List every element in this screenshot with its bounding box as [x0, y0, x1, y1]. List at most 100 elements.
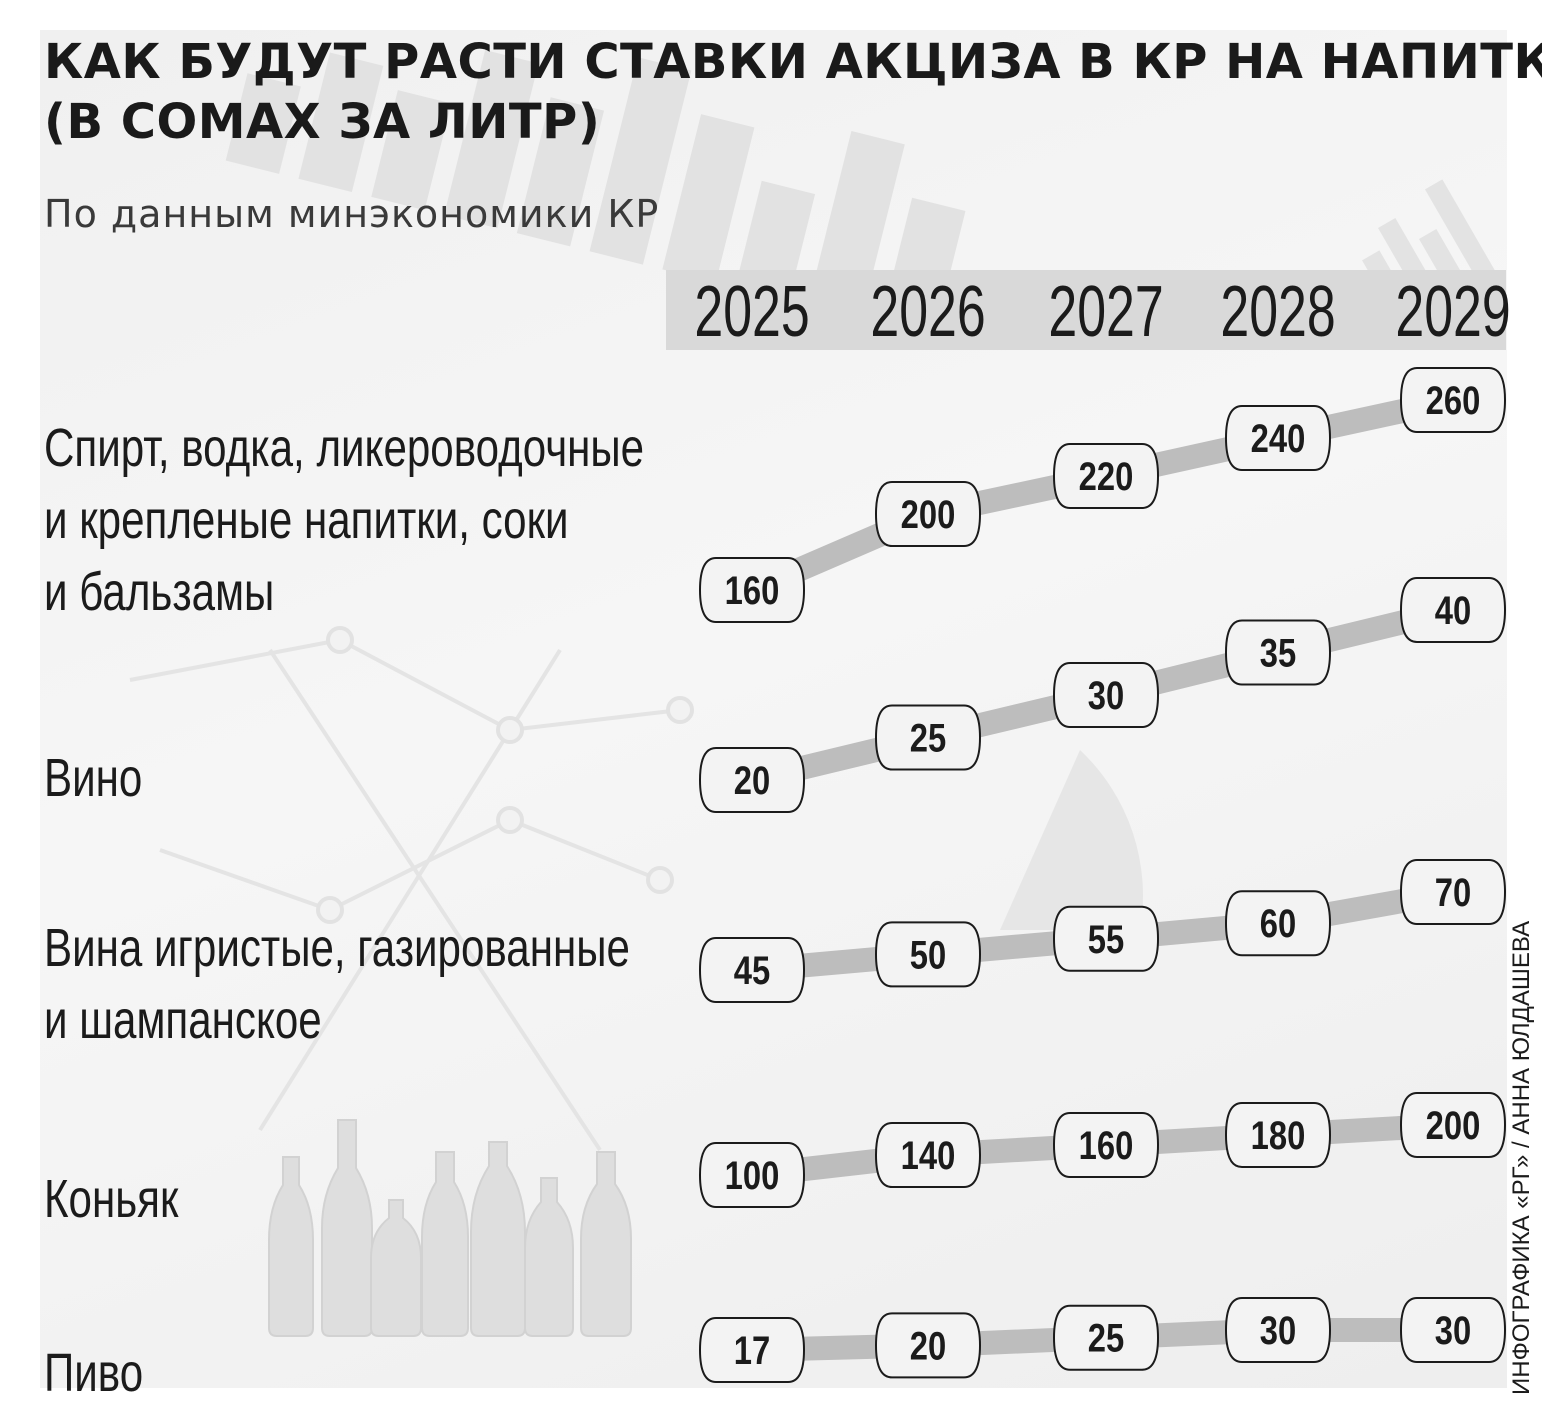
data-label-value: 70	[1435, 870, 1471, 915]
data-label-value: 30	[1088, 673, 1124, 718]
year-2027: 2027	[1048, 272, 1164, 352]
year-2025: 2025	[694, 272, 810, 352]
data-label-value: 60	[1260, 901, 1296, 946]
data-label-badge	[874, 921, 982, 988]
data-point-5-2027: 25	[1052, 1304, 1160, 1371]
data-label-value: 30	[1435, 1308, 1471, 1353]
category-label-5: Пиво	[44, 1337, 143, 1409]
data-point-4-2027: 160	[1052, 1112, 1160, 1178]
year-2028: 2028	[1220, 272, 1336, 352]
data-label-badge	[874, 1122, 982, 1188]
data-label-value: 45	[734, 948, 770, 993]
data-label-value: 40	[1435, 588, 1471, 633]
data-label-value: 50	[910, 932, 946, 977]
category-label-1: Спирт, водка, ликероводочные и крепленые …	[44, 412, 644, 628]
data-label-badge	[1224, 1297, 1332, 1363]
bottles-illustration	[268, 1119, 632, 1337]
category-label-line: и крепленые напитки, соки	[44, 490, 569, 550]
data-point-1-2028: 240	[1224, 405, 1332, 471]
category-label-line: Спирт, водка, ликероводочные	[44, 418, 645, 478]
category-label-line: Вино	[44, 748, 143, 808]
data-point-4-2026: 140	[874, 1122, 982, 1188]
data-point-1-2029: 260	[1399, 367, 1507, 433]
data-point-1-2025: 160	[698, 557, 806, 623]
chart-subtitle: По данным минэкономики КР	[44, 192, 660, 236]
title-line-2: (В СОМАХ ЗА ЛИТР)	[44, 94, 601, 150]
data-point-2-2028: 35	[1224, 619, 1332, 686]
data-point-3-2028: 60	[1224, 890, 1332, 957]
data-label-value: 30	[1260, 1308, 1296, 1353]
data-point-1-2026: 200	[874, 481, 982, 547]
data-label-badge	[1052, 905, 1160, 972]
data-label-badge	[1052, 443, 1160, 509]
data-label-value: 140	[901, 1133, 956, 1178]
data-label-value: 180	[1251, 1113, 1306, 1158]
category-label-line: Вина игристые, газированные	[44, 918, 630, 978]
category-label-line: и бальзамы	[44, 562, 275, 622]
data-label-value: 260	[1426, 378, 1481, 423]
data-label-badge	[698, 557, 806, 623]
data-label-badge	[1399, 1297, 1507, 1363]
data-label-value: 55	[1088, 917, 1124, 962]
data-point-2-2027: 30	[1052, 662, 1160, 728]
data-point-5-2026: 20	[874, 1312, 982, 1379]
data-label-value: 20	[910, 1323, 946, 1368]
data-point-2-2029: 40	[1399, 577, 1507, 643]
category-label-2: Вино	[44, 742, 142, 814]
title-line-1: КАК БУДУТ РАСТИ СТАВКИ АКЦИЗА В КР НА НА…	[44, 34, 1542, 90]
data-label-badge	[698, 1142, 806, 1208]
data-label-value: 35	[1260, 630, 1296, 675]
data-label-value: 200	[901, 492, 956, 537]
category-label-4: Коньяк	[44, 1163, 178, 1235]
year-2029: 2029	[1395, 272, 1511, 352]
year-2026: 2026	[870, 272, 986, 352]
data-label-badge	[874, 1312, 982, 1379]
data-label-value: 20	[734, 758, 770, 803]
data-label-value: 100	[725, 1153, 780, 1198]
data-label-value: 200	[1426, 1103, 1481, 1148]
data-label-badge	[1224, 405, 1332, 471]
data-point-3-2025: 45	[698, 937, 806, 1003]
category-label-line: и шампанское	[44, 990, 322, 1050]
credit-text: ИНФОГРАФИКА «РГ» / АННА ЮЛДАШЕВА	[1508, 920, 1535, 1395]
data-label-badge	[1224, 619, 1332, 686]
data-point-3-2029: 70	[1399, 859, 1507, 925]
data-label-badge	[1224, 890, 1332, 957]
data-label-value: 160	[1079, 1123, 1134, 1168]
data-label-badge	[1224, 1102, 1332, 1168]
data-label-badge	[698, 747, 806, 813]
data-label-value: 240	[1251, 416, 1306, 461]
data-label-value: 160	[725, 568, 780, 613]
data-label-badge	[1052, 1304, 1160, 1371]
data-label-value: 17	[734, 1328, 770, 1373]
data-point-2-2025: 20	[698, 747, 806, 813]
data-point-3-2027: 55	[1052, 905, 1160, 972]
data-label-badge	[1399, 859, 1507, 925]
data-point-1-2027: 220	[1052, 443, 1160, 509]
data-label-badge	[1052, 662, 1160, 728]
data-label-badge	[1052, 1112, 1160, 1178]
chart-title: КАК БУДУТ РАСТИ СТАВКИ АКЦИЗА В КР НА НА…	[44, 32, 1542, 152]
data-label-badge	[698, 1317, 806, 1383]
year-header-band	[666, 270, 1506, 350]
data-point-4-2029: 200	[1399, 1092, 1507, 1158]
data-label-value: 25	[910, 715, 946, 760]
data-label-badge	[1399, 577, 1507, 643]
data-point-2-2026: 25	[874, 704, 982, 771]
data-label-badge	[1399, 1092, 1507, 1158]
data-label-value: 220	[1079, 454, 1134, 499]
category-label-line: Коньяк	[44, 1169, 179, 1229]
data-label-badge	[698, 937, 806, 1003]
data-point-3-2026: 50	[874, 921, 982, 988]
data-label-value: 25	[1088, 1316, 1124, 1361]
data-point-5-2028: 30	[1224, 1297, 1332, 1363]
data-label-badge	[1399, 367, 1507, 433]
data-label-badge	[874, 481, 982, 547]
category-label-3: Вина игристые, газированные и шампанское	[44, 912, 630, 1056]
data-point-5-2029: 30	[1399, 1297, 1507, 1363]
data-point-5-2025: 17	[698, 1317, 806, 1383]
data-point-4-2025: 100	[698, 1142, 806, 1208]
data-label-badge	[874, 704, 982, 771]
data-point-4-2028: 180	[1224, 1102, 1332, 1168]
